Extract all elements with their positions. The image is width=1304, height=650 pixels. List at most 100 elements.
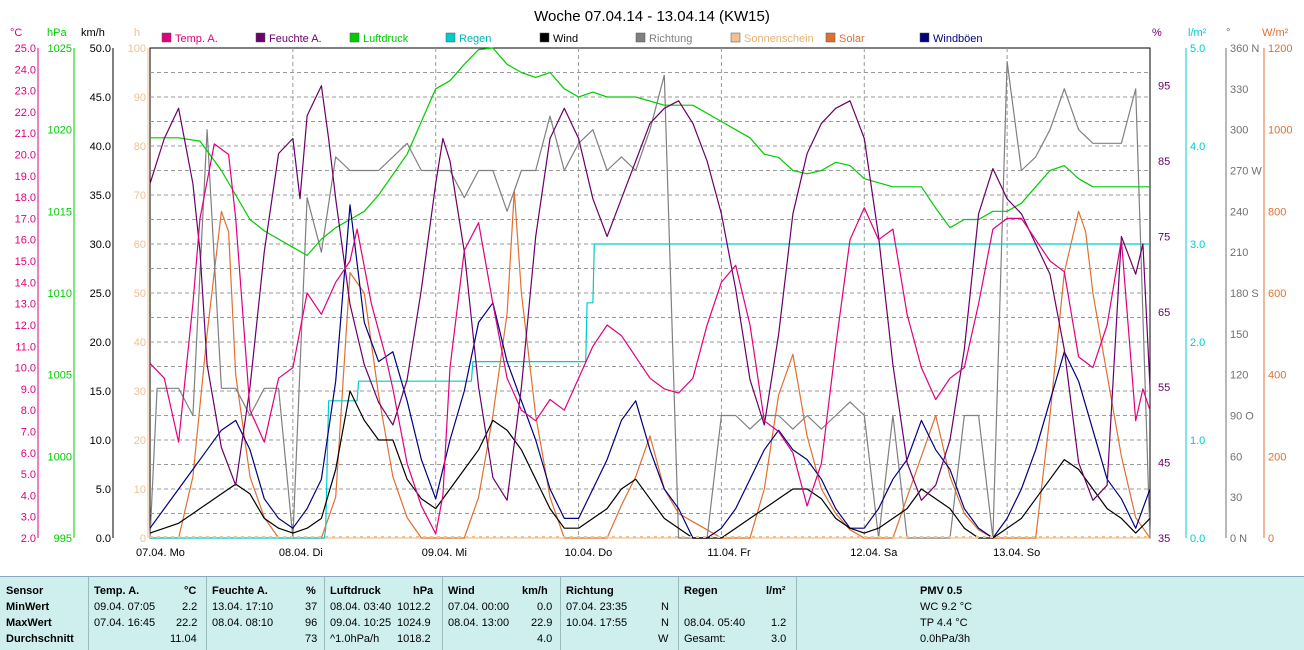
- axis-units: °C hPa km/h h% l/m² ° W/m²: [10, 27, 1289, 39]
- tick-label-sun: 70: [134, 190, 146, 202]
- x-tick-label: 11.04. Fr: [707, 547, 751, 559]
- tick-label-temp: 9.0: [21, 384, 36, 396]
- axis-unit-label: %: [1152, 27, 1162, 39]
- legend-label: Solar: [839, 33, 865, 45]
- tick-label-rain: 5.0: [1190, 43, 1205, 55]
- x-axis: 07.04. Mo 08.04. Di 09.04. Mi 10.04. Do 11.0…: [136, 547, 1040, 559]
- header-press: Luftdruck: [330, 585, 381, 597]
- tick-label-direction: 300: [1230, 125, 1248, 137]
- legend-swatch: [161, 32, 172, 43]
- series-line-windböen: [149, 204, 1151, 539]
- header-hum-unit: %: [306, 585, 316, 597]
- tick-label-solar: 800: [1268, 206, 1286, 218]
- tick-label-humidity: 65: [1158, 307, 1170, 319]
- tick-label-sun: 80: [134, 141, 146, 153]
- min-pmv: WC 9.2 °C: [920, 601, 973, 613]
- tick-label-direction: 360 N: [1230, 43, 1259, 55]
- tick-label-temp: 7.0: [21, 426, 36, 438]
- legend-label: Luftdruck: [363, 33, 409, 45]
- axis-unit-label: l/m²: [1188, 27, 1207, 39]
- tick-label-temp: 22.0: [15, 107, 36, 119]
- max-pmv: TP 4.4 °C: [920, 617, 968, 629]
- x-tick-label: 13.04. So: [993, 547, 1040, 559]
- tick-label-wind: 20.0: [90, 337, 111, 349]
- tick-label-sun: 0: [140, 533, 146, 545]
- tick-label-direction: 270 W: [1230, 166, 1262, 178]
- tick-label-pressure: 1020: [48, 125, 72, 137]
- min-dir-time: 07.04. 23:35: [566, 601, 628, 613]
- max-rain-time: 08.04. 05:40: [684, 617, 746, 629]
- legend-swatch: [539, 32, 550, 43]
- tick-label-solar: 600: [1268, 288, 1286, 300]
- tick-label-humidity: 55: [1158, 382, 1170, 394]
- right-axes: 95 85 75 65 55 45 35 5.0 4.0 3.0 2.0 1.0 0.0 360 N 330…: [1158, 43, 1292, 545]
- tick-label-temp: 14.0: [15, 277, 36, 289]
- col-divider: [678, 577, 679, 650]
- min-wind-val: 0.0: [537, 601, 553, 613]
- tick-label-wind: 35.0: [90, 190, 111, 202]
- max-press-val: 1024.9: [397, 617, 431, 629]
- header-temp: Temp. A.: [94, 585, 140, 597]
- tick-label-temp: 2.0: [21, 533, 36, 545]
- tick-label-temp: 19.0: [15, 171, 36, 183]
- tick-label-pressure: 1005: [48, 370, 72, 382]
- max-hum-val: 96: [305, 617, 318, 629]
- chart-title: Woche 07.04.14 - 13.04.14 (KW15): [534, 8, 770, 25]
- axis-unit-label: km/h: [81, 27, 105, 39]
- tick-label-wind: 0.0: [96, 533, 111, 545]
- max-wind-time: 08.04. 13:00: [448, 617, 510, 629]
- axis-unit-label: hPa: [47, 27, 67, 39]
- header-hum: Feuchte A.: [212, 585, 268, 597]
- axis-unit-label: h: [134, 27, 140, 39]
- tick-label-temp: 12.0: [15, 320, 36, 332]
- avg-temp-val: 11.04: [170, 633, 197, 645]
- min-dir-val: N: [661, 601, 669, 613]
- tick-label-humidity: 75: [1158, 231, 1170, 243]
- avg-hum-val: 73: [305, 633, 318, 645]
- tick-label-direction: 120: [1230, 370, 1248, 382]
- col-divider: [796, 577, 797, 650]
- tick-label-sun: 40: [134, 337, 146, 349]
- tick-label-temp: 3.0: [21, 512, 36, 524]
- header-press-unit: hPa: [413, 585, 434, 597]
- tick-label-temp: 23.0: [15, 86, 36, 98]
- row-max-label: MaxWert: [6, 617, 52, 629]
- header-pmv: PMV 0.5: [920, 585, 963, 597]
- legend-label: Windböen: [933, 33, 983, 45]
- tick-label-wind: 45.0: [90, 92, 111, 104]
- legend-swatch: [730, 32, 741, 43]
- col-divider: [442, 577, 443, 650]
- row-min-label: MinWert: [6, 601, 50, 613]
- tick-label-pressure: 1000: [48, 451, 72, 463]
- series-line-regen: [150, 243, 1150, 539]
- avg-pmv: 0.0hPa/3h: [920, 633, 971, 645]
- tick-label-direction: 90 O: [1230, 411, 1254, 423]
- series-line-luftdruck: [150, 47, 1150, 256]
- tick-label-temp: 21.0: [15, 128, 36, 140]
- tick-label-humidity: 85: [1158, 156, 1170, 168]
- tick-label-direction: 0 N: [1230, 533, 1247, 545]
- tick-label-sun: 60: [134, 239, 146, 251]
- col-divider: [88, 577, 89, 650]
- header-temp-unit: °C: [184, 585, 197, 597]
- series-line-temp-a-: [149, 143, 1151, 535]
- axis-unit-label: °C: [10, 27, 22, 39]
- tick-label-humidity: 95: [1158, 81, 1170, 93]
- tick-label-solar: 1200: [1268, 43, 1292, 55]
- tick-label-solar: 400: [1268, 370, 1286, 382]
- tick-label-direction: 60: [1230, 451, 1242, 463]
- avg-dir-val: W: [658, 633, 669, 645]
- header-rain: Regen: [684, 585, 718, 597]
- min-temp-time: 09.04. 07:05: [94, 601, 156, 613]
- tick-label-sun: 30: [134, 386, 146, 398]
- tick-label-temp: 10.0: [15, 363, 36, 375]
- max-temp-time: 07.04. 16:45: [94, 617, 156, 629]
- header-dir: Richtung: [566, 585, 614, 597]
- axis-unit-label: W/m²: [1262, 27, 1289, 39]
- max-hum-time: 08.04. 08:10: [212, 617, 274, 629]
- tick-label-sun: 100: [128, 43, 146, 55]
- x-tick-label: 12.04. Sa: [850, 547, 898, 559]
- avg-wind-val: 4.0: [537, 633, 553, 645]
- avg-rain-val: 3.0: [771, 633, 787, 645]
- legend: Temp. A. Feuchte A. Luftdruck Regen Wind Rich…: [161, 32, 983, 45]
